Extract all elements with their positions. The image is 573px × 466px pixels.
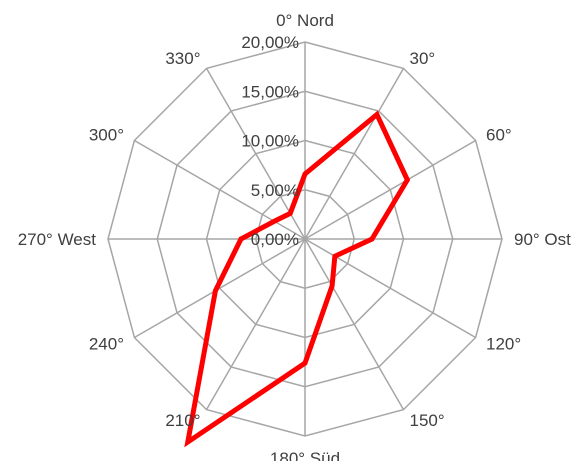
- grid-spoke: [304, 68, 405, 240]
- category-label: 180° Süd: [270, 449, 340, 461]
- category-label: 90° Ost: [514, 230, 571, 249]
- category-label: 150°: [410, 411, 445, 430]
- series-layer: [184, 110, 411, 448]
- tick-label: 15,00%: [241, 82, 299, 101]
- grid-spoke: [134, 238, 306, 339]
- category-label: 60°: [486, 126, 512, 145]
- category-label: 330°: [165, 49, 200, 68]
- grid-spoke: [304, 238, 405, 410]
- tick-label: 10,00%: [241, 132, 299, 151]
- grid-spoke: [205, 68, 306, 240]
- category-label: 300°: [89, 126, 124, 145]
- series-line: [184, 110, 411, 448]
- grid-spoke: [304, 139, 476, 240]
- category-label: 120°: [486, 335, 521, 354]
- category-label: 0° Nord: [276, 11, 334, 30]
- category-label: 240°: [89, 335, 124, 354]
- category-label: 30°: [410, 49, 436, 68]
- label-layer: 0,00% 5,00% 10,00% 15,00% 20,00% 0° Nord 30° 60…: [18, 11, 571, 466]
- grid-layer: [107, 41, 503, 437]
- grid-spoke: [205, 238, 306, 410]
- tick-label: 0,00%: [251, 230, 299, 249]
- category-label: 210°: [165, 411, 200, 430]
- category-label: 270° West: [18, 230, 97, 249]
- tick-label: 5,00%: [251, 181, 299, 200]
- tick-label: 20,00%: [241, 33, 299, 52]
